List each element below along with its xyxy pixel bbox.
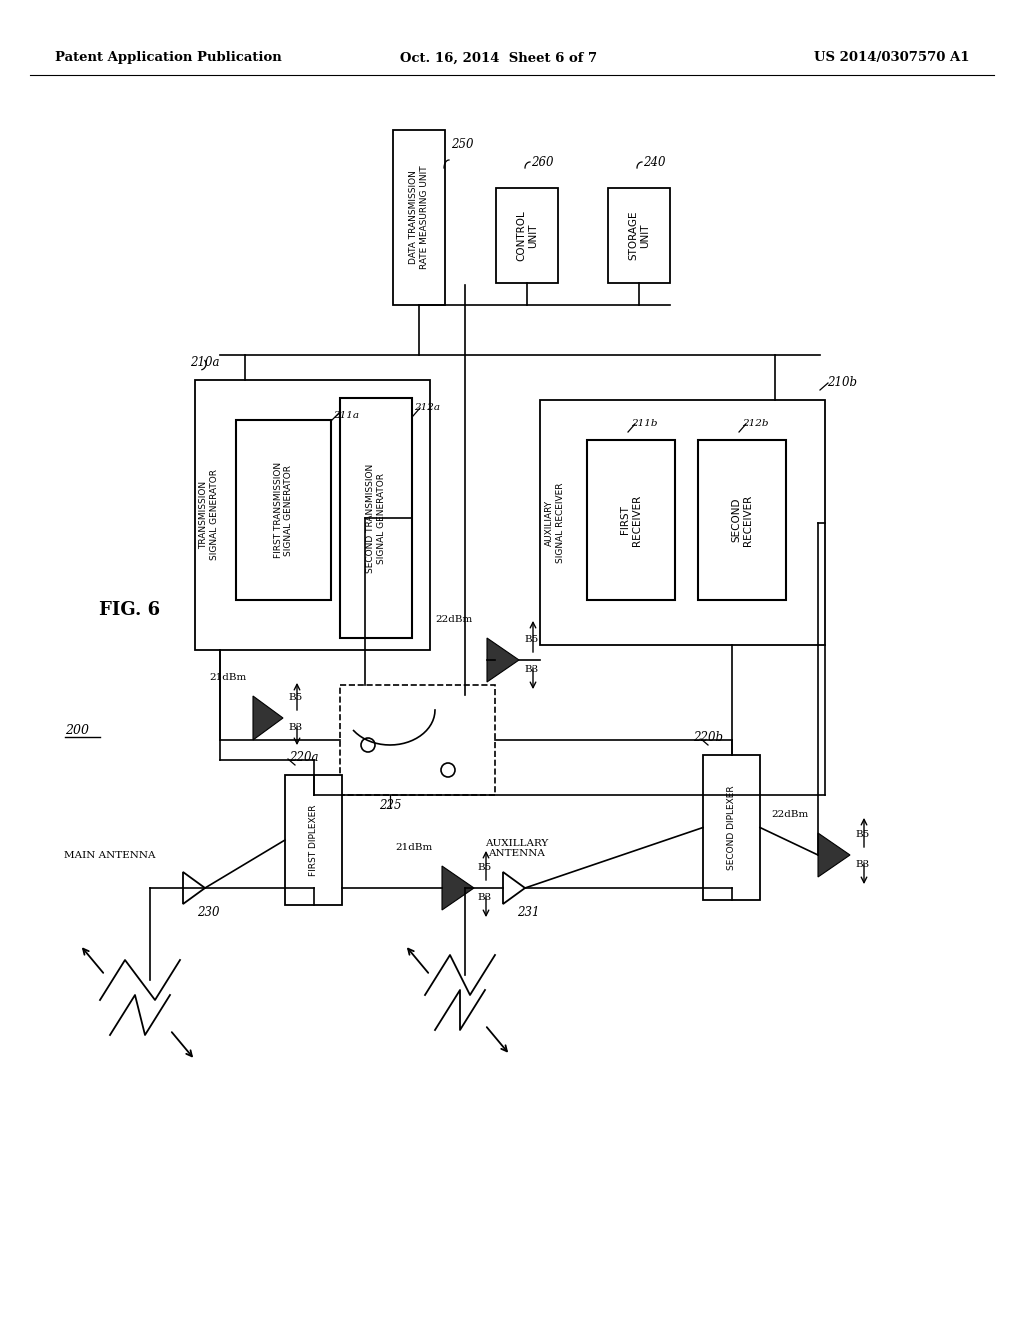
Bar xyxy=(496,187,558,282)
Text: 21dBm: 21dBm xyxy=(395,843,432,851)
Text: FIRST TRANSMISSION
SIGNAL GENERATOR: FIRST TRANSMISSION SIGNAL GENERATOR xyxy=(273,462,293,558)
Text: B5: B5 xyxy=(524,635,539,644)
Text: 231: 231 xyxy=(517,906,540,919)
Text: AUXILLARY
ANTENNA: AUXILLARY ANTENNA xyxy=(485,838,549,858)
Text: 220a: 220a xyxy=(289,751,318,764)
Text: SECOND DIPLEXER: SECOND DIPLEXER xyxy=(727,785,736,870)
Bar xyxy=(195,380,430,649)
Text: B3: B3 xyxy=(477,894,492,902)
Polygon shape xyxy=(253,696,283,741)
Text: B3: B3 xyxy=(288,723,302,733)
Text: 220b: 220b xyxy=(693,731,723,744)
Polygon shape xyxy=(183,873,205,904)
Text: 212a: 212a xyxy=(414,403,440,412)
Text: 22dBm: 22dBm xyxy=(435,615,473,624)
Text: 230: 230 xyxy=(197,906,219,919)
Text: MAIN ANTENNA: MAIN ANTENNA xyxy=(65,851,156,861)
Text: AUXILIARY
SIGNAL RECEIVER: AUXILIARY SIGNAL RECEIVER xyxy=(546,482,564,562)
Text: CONTROL
UNIT: CONTROL UNIT xyxy=(516,210,538,261)
Text: B5: B5 xyxy=(855,830,869,840)
Text: B3: B3 xyxy=(524,665,539,675)
Polygon shape xyxy=(503,873,525,904)
Bar xyxy=(608,187,670,282)
Bar xyxy=(540,400,825,645)
Bar xyxy=(587,440,675,601)
Text: FIRST DIPLEXER: FIRST DIPLEXER xyxy=(309,804,318,875)
Text: 240: 240 xyxy=(643,156,666,169)
Text: 211a: 211a xyxy=(333,411,359,420)
Text: 200: 200 xyxy=(65,723,89,737)
Bar xyxy=(340,399,412,638)
Bar xyxy=(703,755,760,900)
Text: FIG. 6: FIG. 6 xyxy=(99,601,161,619)
Text: SECOND
RECEIVER: SECOND RECEIVER xyxy=(731,495,753,545)
Bar xyxy=(285,775,342,906)
Text: B5: B5 xyxy=(477,863,492,873)
Text: Patent Application Publication: Patent Application Publication xyxy=(55,51,282,65)
Bar xyxy=(236,420,331,601)
Text: 250: 250 xyxy=(451,139,473,150)
Text: DATA TRANSMISSION
RATE MEASURING UNIT: DATA TRANSMISSION RATE MEASURING UNIT xyxy=(410,166,429,269)
Text: 211b: 211b xyxy=(631,418,657,428)
Bar xyxy=(698,440,786,601)
Polygon shape xyxy=(442,866,474,909)
Bar xyxy=(340,685,495,795)
Text: 210a: 210a xyxy=(190,356,219,370)
Text: SECOND TRANSMISSION
SIGNAL GENERATOR: SECOND TRANSMISSION SIGNAL GENERATOR xyxy=(367,463,386,573)
Bar xyxy=(393,129,445,305)
Text: B3: B3 xyxy=(855,861,869,869)
Text: TRANSMISSION
SIGNAL GENERATOR: TRANSMISSION SIGNAL GENERATOR xyxy=(200,470,219,561)
Text: US 2014/0307570 A1: US 2014/0307570 A1 xyxy=(814,51,970,65)
Text: 22dBm: 22dBm xyxy=(771,810,809,818)
Text: 210b: 210b xyxy=(827,376,857,389)
Text: 212b: 212b xyxy=(742,418,768,428)
Text: 21dBm: 21dBm xyxy=(209,673,247,682)
Text: STORAGE
UNIT: STORAGE UNIT xyxy=(628,211,650,260)
Text: B5: B5 xyxy=(288,693,302,702)
Polygon shape xyxy=(818,833,850,876)
Polygon shape xyxy=(487,638,519,682)
Text: FIRST
RECEIVER: FIRST RECEIVER xyxy=(621,495,642,545)
Text: Oct. 16, 2014  Sheet 6 of 7: Oct. 16, 2014 Sheet 6 of 7 xyxy=(400,51,597,65)
Text: 225: 225 xyxy=(379,799,401,812)
Text: 260: 260 xyxy=(531,156,554,169)
